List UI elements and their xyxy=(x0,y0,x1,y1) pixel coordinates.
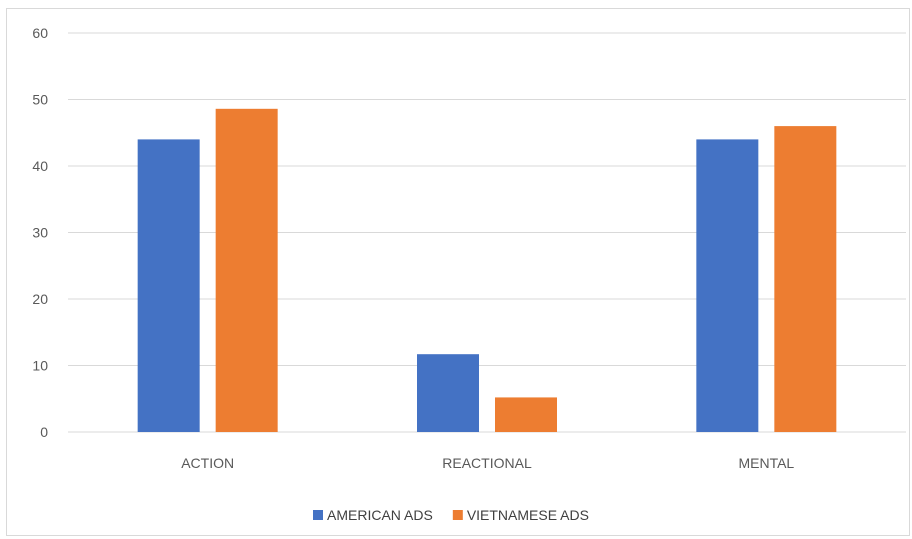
bar xyxy=(137,139,200,432)
y-tick-label: 0 xyxy=(40,424,48,440)
legend-label: AMERICAN ADS xyxy=(327,507,433,523)
legend-swatch xyxy=(452,510,463,520)
bar xyxy=(495,397,557,432)
bar xyxy=(215,108,278,432)
x-category-label: MENTAL xyxy=(738,455,794,471)
bar xyxy=(774,126,837,432)
legend-swatch xyxy=(313,510,323,520)
bar xyxy=(696,139,759,432)
y-tick-label: 30 xyxy=(32,225,48,241)
y-tick-label: 60 xyxy=(32,25,48,41)
y-tick-label: 10 xyxy=(32,358,48,374)
y-tick-label: 20 xyxy=(32,291,48,307)
y-tick-label: 50 xyxy=(32,92,48,108)
legend-label: VIETNAMESE ADS xyxy=(467,507,589,523)
y-tick-label: 40 xyxy=(32,158,48,174)
x-category-label: REACTIONAL xyxy=(442,455,532,471)
bar xyxy=(417,354,479,432)
x-category-label: ACTION xyxy=(181,455,234,471)
